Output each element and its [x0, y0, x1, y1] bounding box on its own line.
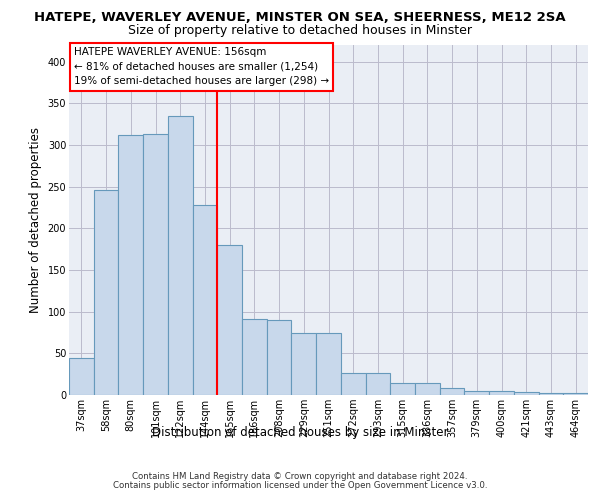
Bar [539, 392, 563, 395]
Bar [242, 319, 267, 395]
Text: Contains public sector information licensed under the Open Government Licence v3: Contains public sector information licen… [113, 481, 487, 490]
Bar [365, 374, 390, 395]
Text: HATEPE, WAVERLEY AVENUE, MINSTER ON SEA, SHEERNESS, ME12 2SA: HATEPE, WAVERLEY AVENUE, MINSTER ON SEA,… [34, 11, 566, 24]
Bar [464, 391, 489, 395]
Bar [193, 205, 217, 395]
Text: Contains HM Land Registry data © Crown copyright and database right 2024.: Contains HM Land Registry data © Crown c… [132, 472, 468, 481]
Bar [415, 382, 440, 395]
Bar [292, 334, 316, 395]
Bar [563, 392, 588, 395]
Bar [267, 320, 292, 395]
Bar [143, 134, 168, 395]
Bar [118, 135, 143, 395]
Bar [94, 190, 118, 395]
Y-axis label: Number of detached properties: Number of detached properties [29, 127, 42, 313]
Bar [168, 116, 193, 395]
Bar [390, 382, 415, 395]
Text: HATEPE WAVERLEY AVENUE: 156sqm
← 81% of detached houses are smaller (1,254)
19% : HATEPE WAVERLEY AVENUE: 156sqm ← 81% of … [74, 47, 329, 86]
Bar [514, 392, 539, 395]
Bar [69, 358, 94, 395]
Bar [316, 334, 341, 395]
Bar [440, 388, 464, 395]
Text: Distribution of detached houses by size in Minster: Distribution of detached houses by size … [152, 426, 448, 439]
Bar [489, 391, 514, 395]
Bar [217, 245, 242, 395]
Bar [341, 374, 365, 395]
Text: Size of property relative to detached houses in Minster: Size of property relative to detached ho… [128, 24, 472, 37]
